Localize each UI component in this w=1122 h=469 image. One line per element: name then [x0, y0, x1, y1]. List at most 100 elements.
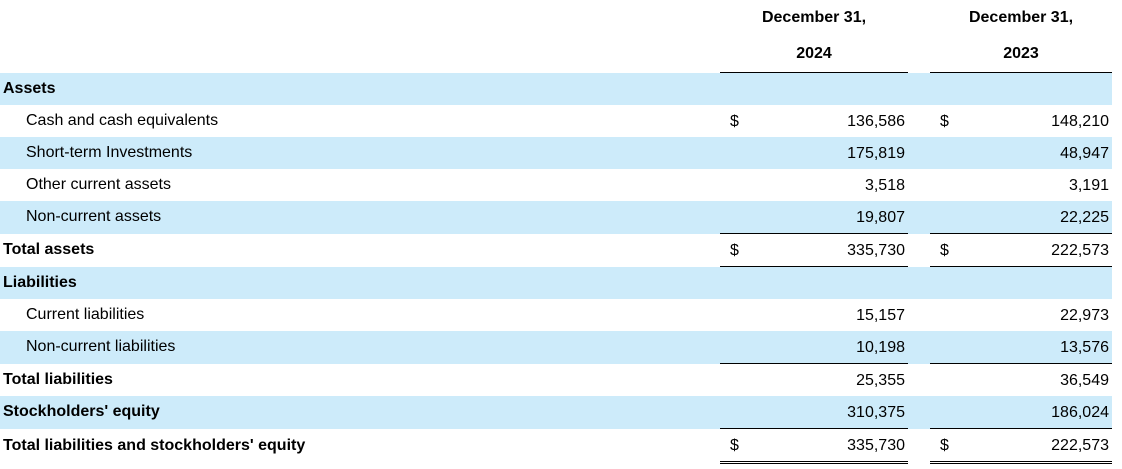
column-gap — [908, 396, 930, 429]
amount: 22,973 — [1060, 307, 1109, 324]
row-label: Other current assets — [26, 176, 171, 193]
header-row: December 31, December 31, — [0, 0, 1122, 36]
amount: 335,730 — [847, 242, 905, 259]
table-row: Cash and cash equivalents $136,586 $148,21… — [0, 105, 1122, 137]
value-cell: 175,819 — [720, 137, 908, 169]
row-pad — [1112, 201, 1122, 234]
value-cell: $136,586 — [720, 105, 908, 137]
column-gap — [908, 429, 930, 463]
value-cell: $222,573 — [930, 428, 1112, 464]
row-label: Current liabilities — [26, 306, 145, 323]
row-label: Assets — [0, 72, 720, 105]
table-row: Total liabilities and stockholders' equi… — [0, 428, 1122, 464]
currency-symbol: $ — [940, 437, 949, 454]
amount: 3,191 — [1068, 177, 1109, 194]
table-row: Total assets $335,730 $222,573 — [0, 233, 1122, 267]
value-cell: 36,549 — [930, 364, 1112, 397]
value-cell: 25,355 — [720, 364, 908, 397]
header-row: 2024 2023 — [0, 36, 1122, 73]
amount: 3,518 — [864, 177, 905, 194]
row-label: Non-current assets — [0, 201, 720, 234]
value-cell: 310,375 — [720, 396, 908, 429]
row-pad — [1112, 137, 1122, 169]
column-header: December 31, — [968, 9, 1074, 26]
currency-symbol: $ — [730, 437, 739, 454]
row-label: Total assets — [3, 241, 95, 258]
row-label: Stockholders' equity — [0, 396, 720, 429]
column-header: December 31, — [761, 9, 867, 26]
amount: 10,198 — [856, 339, 905, 356]
table-row: Assets — [0, 72, 1122, 105]
value-cell: 15,157 — [720, 299, 908, 331]
column-gap — [908, 266, 930, 299]
value-cell: 48,947 — [930, 137, 1112, 169]
value-cell: $222,573 — [930, 233, 1112, 267]
column-gap — [908, 201, 930, 234]
row-pad — [1112, 331, 1122, 364]
row-label: Short-term Investments — [0, 137, 720, 169]
table-row: Stockholders' equity 310,375 186,024 — [0, 396, 1122, 429]
table-row: Liabilities — [0, 266, 1122, 299]
value-cell: 3,191 — [930, 169, 1112, 201]
row-pad — [1112, 105, 1122, 137]
table-row: Other current assets 3,518 3,191 — [0, 169, 1122, 201]
column-gap — [908, 105, 930, 137]
amount: 222,573 — [1051, 242, 1109, 259]
column-gap — [908, 299, 930, 331]
value-cell: 22,973 — [930, 299, 1112, 331]
row-pad — [1112, 428, 1122, 463]
value-cell: $335,730 — [720, 428, 908, 464]
row-pad — [1112, 169, 1122, 201]
amount: 13,576 — [1060, 339, 1109, 356]
value-cell: $148,210 — [930, 105, 1112, 137]
column-gap — [908, 234, 930, 267]
column-gap — [908, 331, 930, 364]
amount: 175,819 — [847, 145, 905, 162]
value-cell: 19,807 — [720, 201, 908, 234]
row-pad — [1112, 72, 1122, 105]
column-gap — [908, 364, 930, 397]
column-gap — [908, 137, 930, 169]
value-cell — [720, 72, 908, 105]
value-cell: $335,730 — [720, 233, 908, 267]
table-row: Short-term Investments 175,819 48,947 — [0, 137, 1122, 169]
amount: 48,947 — [1060, 145, 1109, 162]
row-label: Cash and cash equivalents — [26, 112, 219, 129]
currency-symbol: $ — [940, 242, 949, 259]
row-label: Liabilities — [0, 266, 720, 299]
currency-symbol: $ — [940, 113, 949, 130]
row-label: Total liabilities — [3, 370, 113, 388]
amount: 22,225 — [1060, 209, 1109, 226]
value-cell — [720, 266, 908, 299]
value-cell: 13,576 — [930, 331, 1112, 364]
row-label: Non-current liabilities — [0, 331, 720, 364]
row-pad — [1112, 233, 1122, 267]
column-gap — [908, 72, 930, 105]
row-pad — [1112, 396, 1122, 429]
column-year: 2023 — [930, 36, 1112, 73]
table-row: Total liabilities 25,355 36,549 — [0, 363, 1122, 397]
currency-symbol: $ — [730, 242, 739, 259]
row-label: Total liabilities and stockholders' equi… — [3, 436, 306, 454]
amount: 148,210 — [1051, 113, 1109, 130]
amount: 15,157 — [856, 307, 905, 324]
value-cell: 3,518 — [720, 169, 908, 201]
amount: 310,375 — [847, 404, 905, 421]
value-cell — [930, 72, 1112, 105]
value-cell: 22,225 — [930, 201, 1112, 234]
row-pad — [1112, 363, 1122, 396]
table-row: Non-current liabilities 10,198 13,576 — [0, 331, 1122, 364]
row-pad — [1112, 266, 1122, 299]
value-cell — [930, 266, 1112, 299]
column-year: 2024 — [720, 36, 908, 73]
amount: 19,807 — [856, 209, 905, 226]
row-pad — [1112, 299, 1122, 331]
value-cell: 10,198 — [720, 331, 908, 364]
table-row: Non-current assets 19,807 22,225 — [0, 201, 1122, 234]
amount: 36,549 — [1060, 372, 1109, 389]
value-cell: 186,024 — [930, 396, 1112, 429]
currency-symbol: $ — [730, 113, 739, 130]
amount: 186,024 — [1051, 404, 1109, 421]
column-gap — [908, 169, 930, 201]
